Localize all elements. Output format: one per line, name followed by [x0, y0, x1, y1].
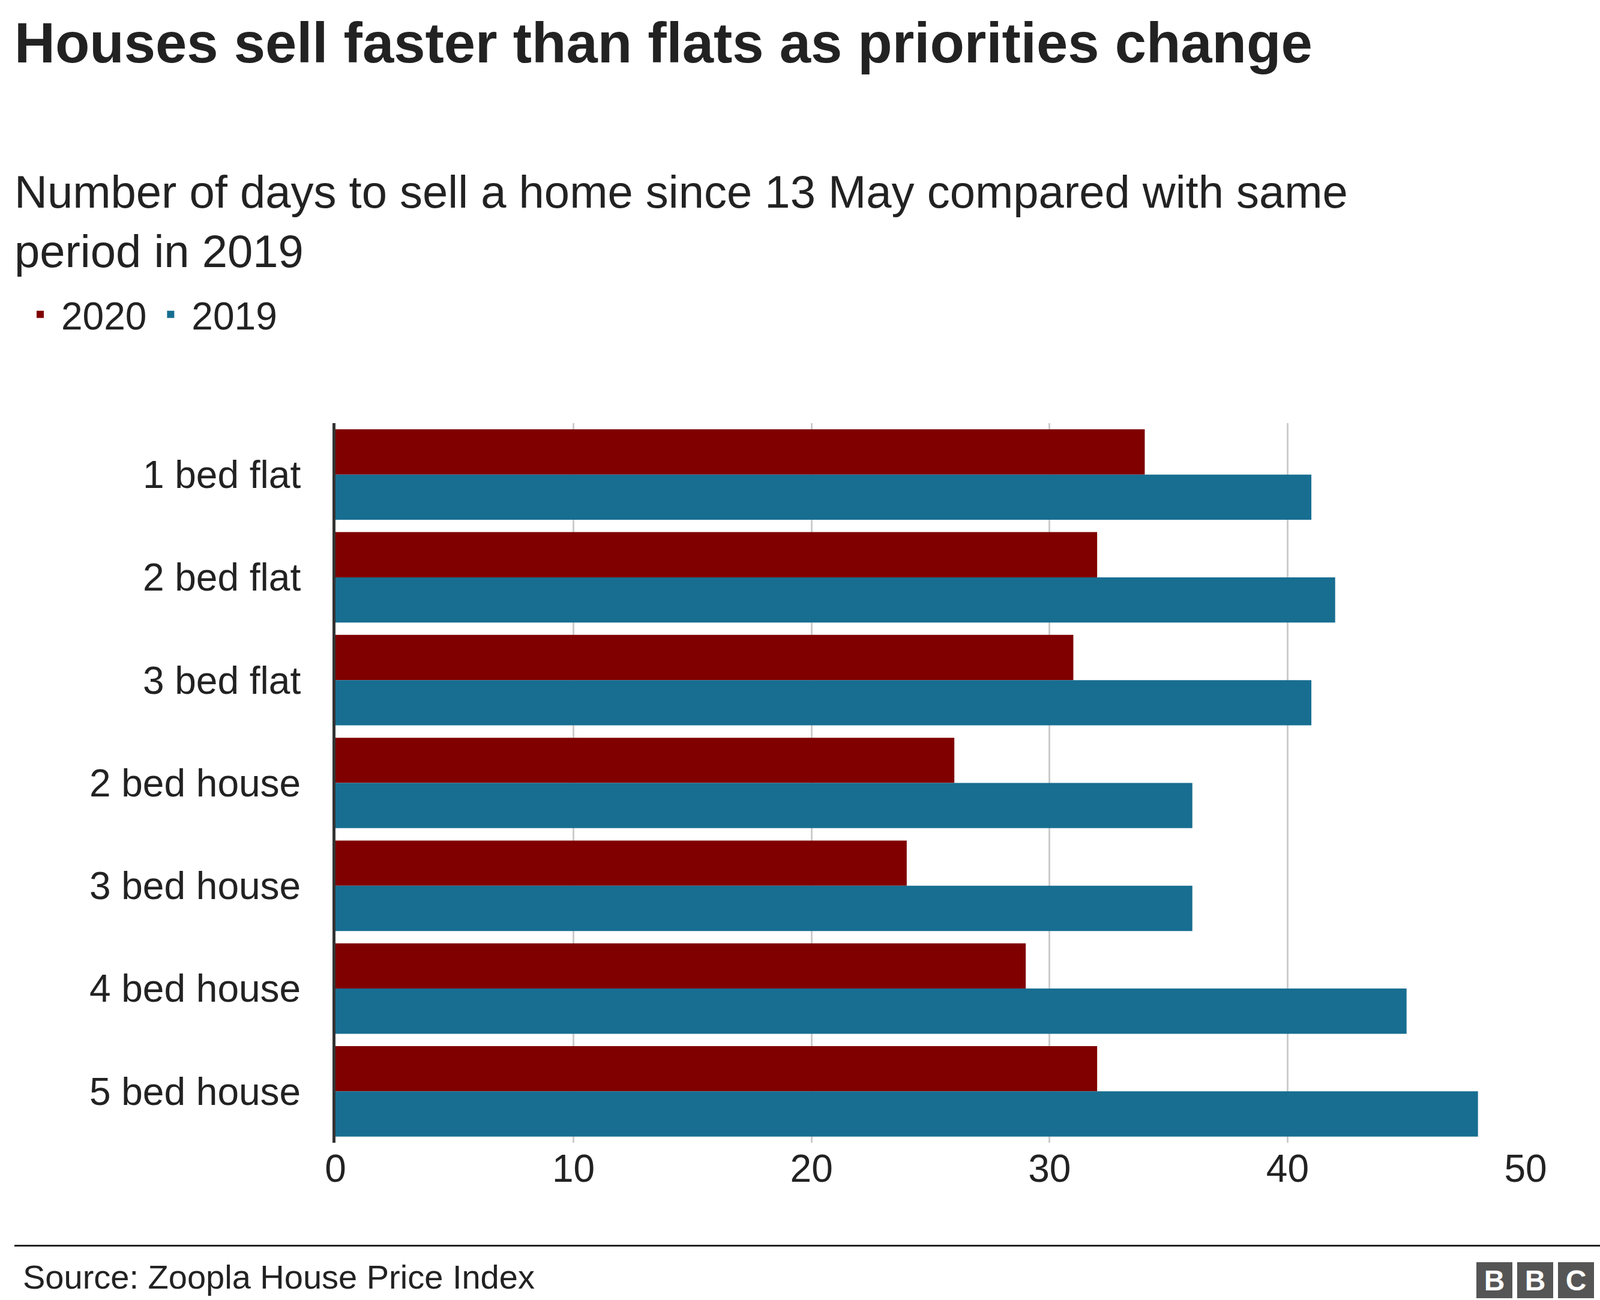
svg-text:2019: 2019	[191, 294, 277, 338]
svg-text:30: 30	[1028, 1146, 1071, 1191]
svg-text:2020: 2020	[61, 294, 147, 338]
html-text:B: B	[1524, 1264, 1546, 1297]
html-text:C: C	[1565, 1264, 1587, 1297]
html-text:B: B	[1483, 1264, 1505, 1297]
svg-text:3 bed flat: 3 bed flat	[142, 658, 302, 703]
svg-text:3 bed house: 3 bed house	[89, 864, 301, 908]
html-text:Number of days to sell a home: Number of days to sell a home since 13 M…	[14, 166, 1348, 277]
svg-text:2 bed flat: 2 bed flat	[142, 555, 302, 599]
svg-text:50: 50	[1503, 1146, 1547, 1191]
svg-text:0: 0	[324, 1146, 347, 1191]
svg-text:10: 10	[552, 1146, 595, 1191]
svg-text:40: 40	[1266, 1146, 1309, 1191]
svg-text:1 bed flat: 1 bed flat	[142, 453, 302, 497]
svg-text:2 bed house: 2 bed house	[89, 761, 301, 805]
svg-text:5 bed house: 5 bed house	[89, 1070, 301, 1114]
html-text:Houses sell faster than flats: Houses sell faster than flats as priorit…	[14, 11, 1313, 75]
html-text:Source: Zoopla House Price Ind: Source: Zoopla House Price Index	[22, 1257, 535, 1296]
svg-text:4 bed house: 4 bed house	[89, 966, 301, 1011]
svg-text:20: 20	[790, 1146, 834, 1191]
